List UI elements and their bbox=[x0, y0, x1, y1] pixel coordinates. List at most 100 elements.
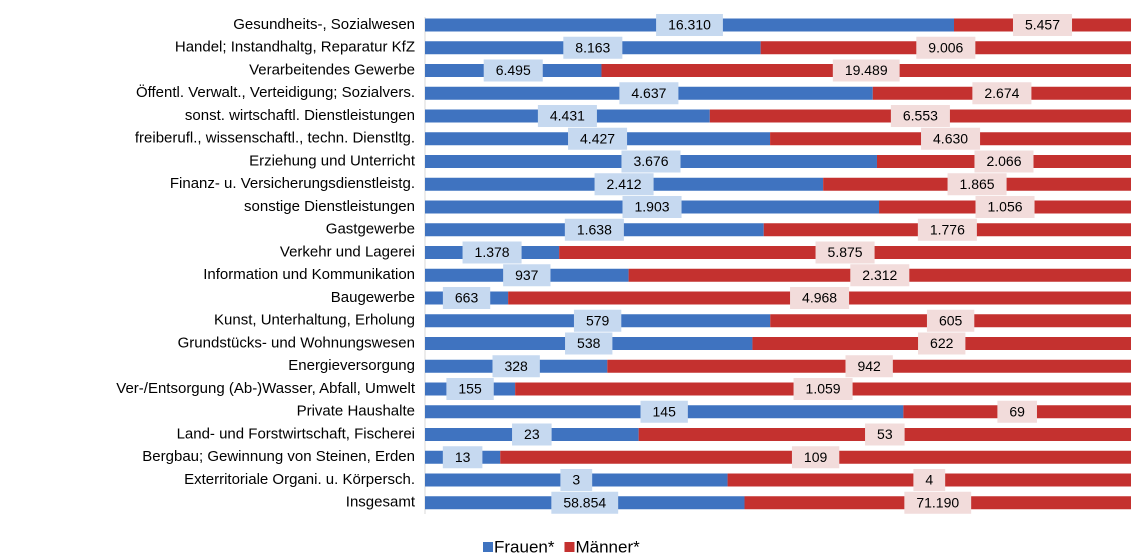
value-label-bg bbox=[832, 59, 900, 82]
value-label: 53 bbox=[877, 426, 893, 442]
value-label: 1.903 bbox=[634, 199, 669, 215]
value-label-bg bbox=[573, 309, 622, 332]
value-label: 2.674 bbox=[984, 85, 1019, 101]
category-label: Gastgewerbe bbox=[326, 221, 415, 238]
legend-swatch bbox=[564, 542, 575, 552]
value-label-bg bbox=[462, 241, 522, 264]
category-label: Bergbau; Gewinnung von Steinen, Erden bbox=[142, 448, 415, 465]
value-label-bg bbox=[913, 469, 946, 491]
value-label: 1.776 bbox=[930, 221, 965, 237]
value-label-bg bbox=[997, 400, 1037, 423]
value-label: 9.006 bbox=[928, 39, 963, 55]
value-label-bg bbox=[563, 36, 623, 59]
category-label: Handel; Instandhaltg, Reparatur KfZ bbox=[175, 39, 415, 56]
value-label-bg bbox=[656, 14, 723, 36]
value-label: 4.630 bbox=[933, 130, 968, 146]
category-label: Baugewerbe bbox=[331, 289, 415, 306]
value-label: 937 bbox=[515, 267, 539, 283]
value-label-bg bbox=[568, 127, 628, 150]
value-label: 622 bbox=[930, 335, 954, 351]
value-label-bg bbox=[442, 287, 491, 309]
value-label-bg bbox=[926, 309, 975, 332]
value-label: 109 bbox=[804, 449, 828, 465]
value-label: 4.637 bbox=[631, 85, 666, 101]
value-label-bg bbox=[483, 59, 543, 82]
value-label-bg bbox=[551, 491, 619, 514]
value-label-bg bbox=[503, 264, 551, 287]
value-label: 328 bbox=[504, 358, 528, 374]
value-label-bg bbox=[917, 218, 977, 241]
category-label: freiberufl., wissenschaftl., techn. Dien… bbox=[135, 130, 415, 147]
value-label-bg bbox=[564, 218, 624, 241]
category-label: Erziehung und Unterricht bbox=[249, 152, 416, 169]
category-label: Öffentl. Verwalt., Verteidigung; Sozialv… bbox=[136, 83, 415, 101]
value-label-bg bbox=[815, 241, 875, 264]
value-label: 1.059 bbox=[806, 381, 841, 397]
value-label-bg bbox=[845, 355, 893, 378]
value-label: 2.066 bbox=[986, 153, 1021, 169]
value-label-bg bbox=[537, 105, 597, 127]
value-label-bg bbox=[640, 400, 688, 423]
legend-label: Männer* bbox=[575, 537, 640, 556]
category-label: Finanz- u. Versicherungsdienstleistg. bbox=[170, 175, 415, 192]
value-label-bg bbox=[622, 196, 682, 218]
value-label-bg bbox=[890, 105, 950, 127]
value-label-bg bbox=[975, 196, 1035, 218]
value-label-bg bbox=[974, 150, 1034, 173]
category-label: Kunst, Unterhaltung, Erholung bbox=[214, 312, 415, 329]
value-label-bg bbox=[865, 423, 905, 446]
value-label-bg bbox=[619, 82, 679, 105]
value-label-bg bbox=[850, 264, 910, 287]
value-label: 605 bbox=[939, 312, 963, 328]
value-label: 69 bbox=[1009, 403, 1025, 419]
category-label: sonst. wirtschaftl. Dienstleistungen bbox=[185, 107, 415, 124]
value-label: 19.489 bbox=[845, 62, 888, 78]
category-label: Verarbeitendes Gewerbe bbox=[249, 61, 415, 78]
value-label: 3.676 bbox=[633, 153, 668, 169]
value-label-bg bbox=[791, 446, 840, 469]
value-label-bg bbox=[918, 332, 966, 355]
value-label-bg bbox=[972, 82, 1032, 105]
value-label: 2.312 bbox=[862, 267, 897, 283]
value-label-bg bbox=[916, 36, 976, 59]
value-label: 4 bbox=[925, 472, 933, 488]
value-label-bg bbox=[947, 173, 1007, 196]
value-label: 5.457 bbox=[1025, 17, 1060, 33]
category-label: Verkehr und Lagerei bbox=[280, 243, 415, 260]
value-label-bg bbox=[565, 332, 613, 355]
legend-label: Frauen* bbox=[494, 537, 555, 556]
value-label: 13 bbox=[455, 449, 471, 465]
value-label: 1.056 bbox=[987, 199, 1022, 215]
category-label: Gesundheits-, Sozialwesen bbox=[233, 16, 415, 33]
value-label: 1.378 bbox=[475, 244, 510, 260]
category-label: sonstige Dienstleistungen bbox=[244, 198, 415, 215]
value-label: 663 bbox=[455, 290, 479, 306]
value-label: 6.495 bbox=[496, 62, 531, 78]
value-label: 23 bbox=[524, 426, 540, 442]
value-label-bg bbox=[904, 491, 972, 514]
value-label: 58.854 bbox=[563, 494, 606, 510]
value-label: 579 bbox=[586, 312, 610, 328]
value-label-bg bbox=[442, 446, 483, 469]
value-label-bg bbox=[621, 150, 681, 173]
value-label: 71.190 bbox=[916, 494, 959, 510]
value-label: 2.412 bbox=[607, 176, 642, 192]
value-label-bg bbox=[594, 173, 654, 196]
value-label: 1.865 bbox=[960, 176, 995, 192]
value-label: 942 bbox=[857, 358, 881, 374]
value-label: 145 bbox=[653, 403, 677, 419]
category-label: Insgesamt bbox=[346, 494, 416, 511]
value-label: 538 bbox=[577, 335, 601, 351]
value-label: 5.875 bbox=[828, 244, 863, 260]
category-label: Grundstücks- und Wohnungswesen bbox=[178, 334, 415, 351]
category-label: Land- und Forstwirtschaft, Fischerei bbox=[177, 425, 415, 442]
value-label-bg bbox=[921, 127, 981, 150]
category-label: Information und Kommunikation bbox=[203, 266, 415, 283]
value-label: 4.968 bbox=[802, 290, 837, 306]
value-label-bg bbox=[790, 287, 850, 309]
category-label: Private Haushalte bbox=[297, 403, 415, 420]
value-label: 6.553 bbox=[903, 108, 938, 124]
value-label: 1.638 bbox=[577, 221, 612, 237]
value-label-bg bbox=[560, 469, 593, 491]
